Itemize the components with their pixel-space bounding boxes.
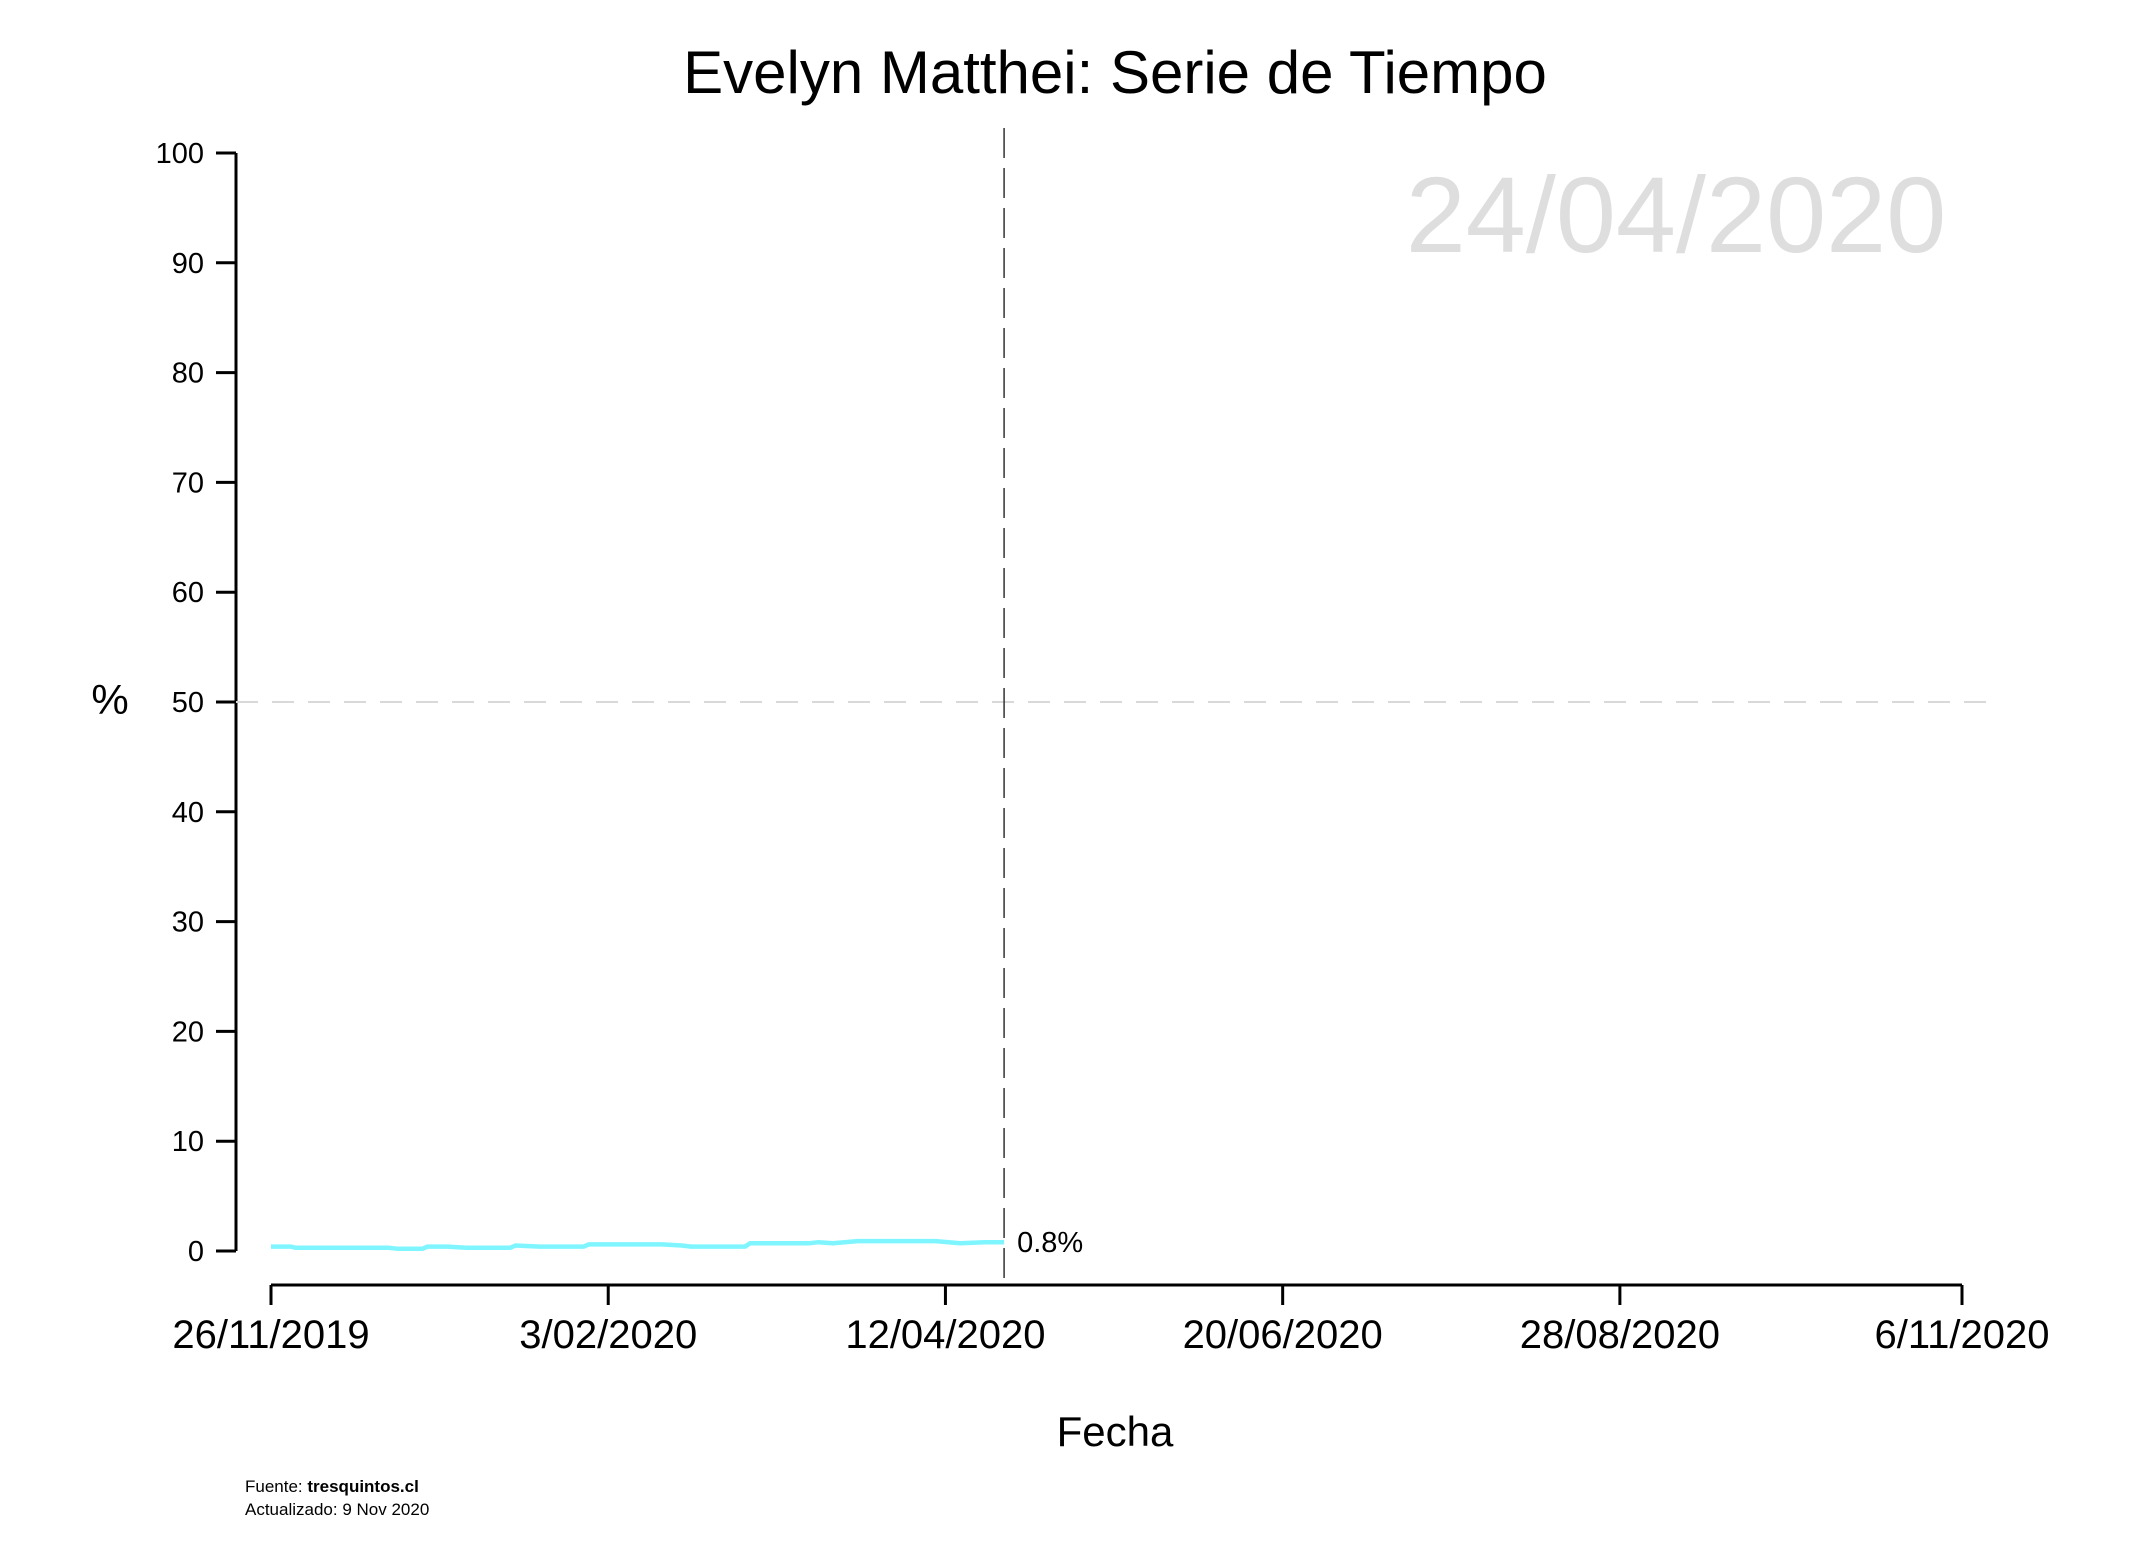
x-tick-label: 20/06/2020 bbox=[1183, 1313, 1383, 1357]
y-tick-label: 20 bbox=[172, 1016, 204, 1048]
x-tick-label: 26/11/2019 bbox=[172, 1313, 369, 1357]
y-tick-label: 0 bbox=[188, 1236, 204, 1268]
source-name: tresquintos.cl bbox=[307, 1477, 418, 1496]
updated-note: Actualizado: 9 Nov 2020 bbox=[245, 1500, 429, 1519]
y-tick-label: 30 bbox=[172, 907, 204, 939]
y-tick-label: 10 bbox=[172, 1126, 204, 1158]
x-tick-label: 12/04/2020 bbox=[845, 1313, 1045, 1357]
current-date-watermark: 24/04/2020 bbox=[1406, 154, 1947, 275]
y-tick-label: 70 bbox=[172, 467, 204, 499]
y-tick-label: 50 bbox=[172, 687, 204, 719]
x-tick-label: 28/08/2020 bbox=[1520, 1313, 1720, 1357]
y-tick-label: 80 bbox=[172, 358, 204, 390]
x-tick-label: 6/11/2020 bbox=[1875, 1313, 2050, 1357]
y-tick-label: 100 bbox=[156, 138, 204, 170]
y-axis-label: % bbox=[91, 676, 128, 723]
y-tick-label: 90 bbox=[172, 248, 204, 280]
y-tick-label: 40 bbox=[172, 797, 204, 829]
x-tick-label: 3/02/2020 bbox=[519, 1313, 697, 1357]
source-note: Fuente: tresquintos.cl bbox=[245, 1477, 419, 1496]
source-prefix: Fuente: bbox=[245, 1477, 307, 1496]
series-line bbox=[271, 1238, 1005, 1252]
y-axis-ticks: 0 10 20 30 40 50 60 70 80 90 100 bbox=[156, 138, 236, 1268]
y-tick-label: 60 bbox=[172, 577, 204, 609]
chart-title: Evelyn Matthei: Serie de Tiempo bbox=[683, 39, 1547, 106]
x-axis-label: Fecha bbox=[1057, 1408, 1174, 1455]
x-axis-ticks: 26/11/2019 3/02/2020 12/04/2020 20/06/2020 2… bbox=[172, 1285, 2049, 1357]
end-value-label: 0.8% bbox=[1017, 1227, 1083, 1259]
